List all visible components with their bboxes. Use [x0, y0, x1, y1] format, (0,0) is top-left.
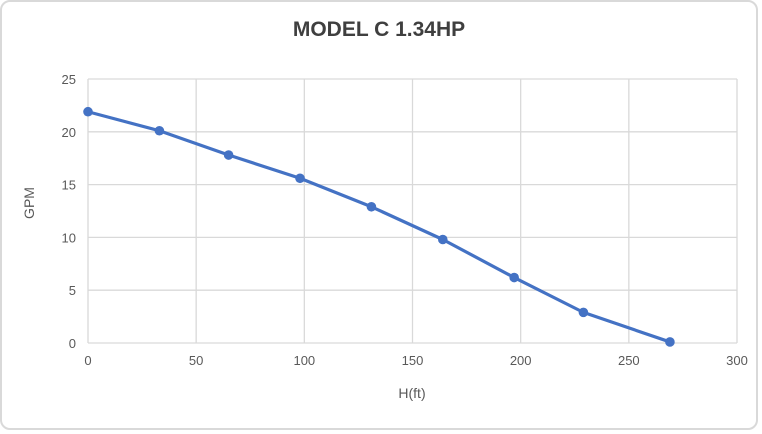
x-tick-label: 250 — [618, 353, 640, 368]
x-tick-label: 150 — [402, 353, 424, 368]
data-series — [83, 106, 675, 347]
data-point-marker — [83, 106, 93, 117]
data-point-marker — [154, 125, 165, 136]
tick-labels: 0 50 100 150 200 250 300 0 5 10 15 20 25 — [62, 72, 748, 368]
y-tick-label: 5 — [69, 283, 76, 298]
y-tick-label: 15 — [62, 178, 76, 193]
chart-title: MODEL C 1.34HP — [292, 18, 466, 41]
y-tick-label: 10 — [62, 230, 76, 245]
x-axis-title: H(ft) — [398, 385, 425, 401]
data-point-marker — [578, 307, 589, 318]
y-tick-label: 20 — [62, 125, 76, 140]
gridlines — [87, 78, 738, 344]
plot-area: 0 50 100 150 200 250 300 0 5 10 15 20 25 H(ft) GPM — [21, 72, 748, 401]
data-point-marker — [437, 234, 448, 245]
data-point-marker — [509, 272, 519, 283]
x-tick-label: 100 — [293, 353, 315, 368]
y-axis-title: GPM — [21, 187, 37, 219]
data-point-marker — [295, 173, 305, 184]
x-tick-label: 200 — [510, 353, 532, 368]
y-tick-label: 25 — [62, 72, 76, 87]
x-tick-label: 300 — [726, 353, 748, 368]
x-tick-label: 0 — [84, 353, 91, 368]
data-point-marker — [366, 201, 377, 212]
y-tick-label: 0 — [69, 336, 76, 351]
data-point-marker — [223, 150, 234, 160]
data-series-line — [86, 110, 672, 344]
x-tick-label: 50 — [189, 353, 203, 368]
data-point-marker — [665, 337, 675, 347]
